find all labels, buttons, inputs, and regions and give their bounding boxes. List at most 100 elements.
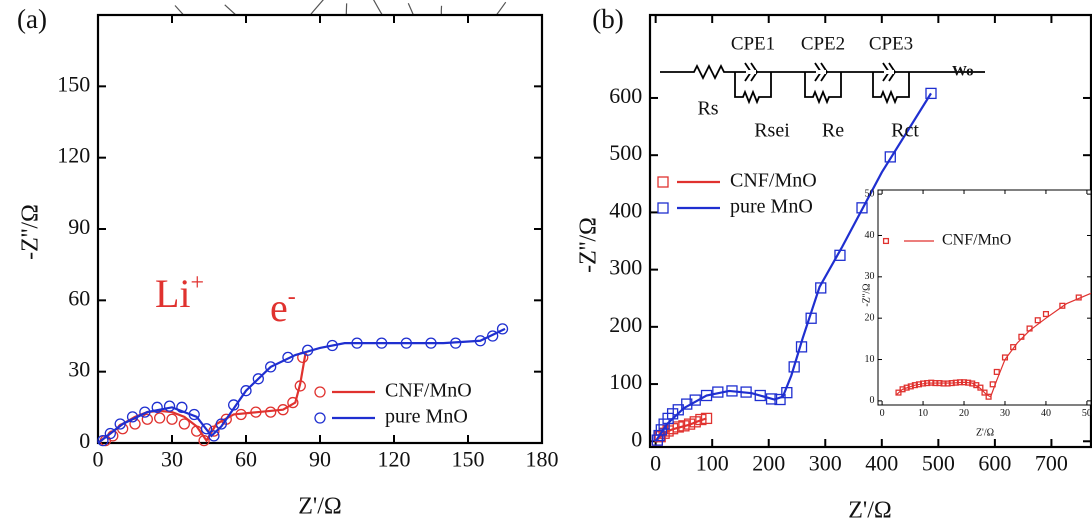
x-tick-label: 100 (696, 451, 729, 476)
marker (969, 380, 976, 387)
legend-label: CNF/MnO (730, 170, 817, 192)
y-tick-label: 40 (865, 230, 875, 241)
y-tick-label: 20 (865, 312, 875, 323)
circuit-label: CPE3 (869, 33, 913, 54)
marker (899, 386, 906, 393)
plot-area (877, 189, 1092, 406)
legend-label: pure MnO (730, 196, 813, 218)
x-tick-label: 10 (918, 408, 928, 419)
marker (178, 418, 190, 430)
x-tick-label: 50 (1082, 408, 1092, 419)
y-tick-label: 30 (865, 271, 875, 282)
legend-label: CNF/MnO (942, 232, 1011, 249)
marker (654, 431, 666, 443)
y-tick-label: 0 (631, 426, 642, 451)
circuit-gap (884, 70, 894, 74)
marker (1034, 317, 1041, 324)
y-tick-label: 0 (79, 428, 90, 453)
legend-label: pure MnO (385, 406, 468, 428)
annotation-text: Li (155, 271, 191, 316)
marker (907, 383, 914, 390)
marker (653, 429, 665, 442)
annotation-sup: - (288, 284, 296, 310)
x-tick-label: 120 (378, 447, 411, 472)
x-axis-label: Z'/Ω (848, 498, 892, 524)
marker (166, 413, 178, 425)
marker (200, 423, 213, 435)
marker (154, 412, 166, 424)
marker (1010, 344, 1017, 351)
x-tick-label: 0 (93, 447, 104, 472)
marker (655, 424, 667, 436)
marker (141, 413, 153, 425)
circuit-label: Rs (697, 98, 718, 120)
circuit-label: CPE1 (731, 33, 775, 54)
marker (252, 373, 264, 385)
y-tick-label: 10 (865, 354, 875, 365)
marker (163, 400, 176, 412)
marker (176, 401, 188, 413)
marker (97, 434, 109, 447)
marker (240, 385, 252, 397)
x-tick-label: 60 (235, 447, 257, 472)
annotation: e- (270, 284, 296, 331)
fit-line (97, 327, 506, 444)
y-tick-label: 90 (68, 214, 90, 239)
circuit-wire (660, 63, 985, 81)
marker (981, 389, 988, 396)
y-axis-label: -Z''/Ω (576, 217, 602, 273)
marker (895, 389, 902, 396)
x-tick-label: 400 (865, 451, 898, 476)
y-tick-label: 600 (609, 83, 642, 108)
annotation-text: e (270, 285, 288, 330)
x-tick-label: 90 (309, 447, 331, 472)
marker (754, 389, 766, 402)
x-tick-label: 0 (880, 408, 885, 419)
y-tick-label: 30 (68, 357, 90, 382)
circuit-label: Re (822, 120, 844, 142)
marker (925, 87, 937, 100)
marker (689, 416, 701, 428)
x-tick-label: 500 (922, 451, 955, 476)
y-tick-label: 50 (865, 188, 875, 199)
panel-label: (b) (592, 4, 623, 34)
marker (104, 427, 116, 440)
marker (215, 418, 227, 430)
marker (977, 384, 984, 391)
marker (882, 237, 890, 245)
y-tick-label: 200 (609, 312, 642, 337)
marker (657, 176, 669, 188)
circuit-label: Rct (891, 120, 919, 142)
circuit-label: CPE2 (801, 33, 845, 54)
y-tick-label: 0 (870, 395, 875, 406)
marker (208, 430, 220, 442)
x-tick-label: 20 (959, 408, 969, 419)
annotation-sup: + (191, 270, 205, 296)
circuit-label: Rsei (754, 120, 790, 142)
y-tick-label: 100 (609, 369, 642, 394)
x-tick-label: 300 (809, 451, 842, 476)
marker (856, 202, 868, 214)
marker (314, 386, 326, 398)
legend-label: CNF/MnO (385, 380, 472, 402)
marker (993, 368, 1000, 375)
marker (884, 151, 896, 163)
x-tick-label: 40 (1041, 408, 1051, 419)
x-axis-label: Z'/Ω (298, 494, 342, 520)
y-axis-label: -Z''/Ω (18, 204, 44, 260)
marker (788, 361, 800, 373)
panel-label: (a) (17, 4, 47, 34)
x-tick-label: 600 (978, 451, 1011, 476)
x-axis-label: Z'/Ω (976, 427, 994, 438)
x-tick-label: 30 (161, 447, 183, 472)
marker (151, 401, 163, 413)
plot-area (96, 13, 544, 445)
y-tick-label: 300 (609, 255, 642, 280)
y-tick-label: 150 (57, 71, 90, 96)
marker (496, 323, 509, 335)
circuit-gap (746, 70, 756, 74)
marker (265, 361, 277, 373)
annotation: Li+ (155, 270, 204, 317)
x-tick-label: 700 (1035, 451, 1068, 476)
